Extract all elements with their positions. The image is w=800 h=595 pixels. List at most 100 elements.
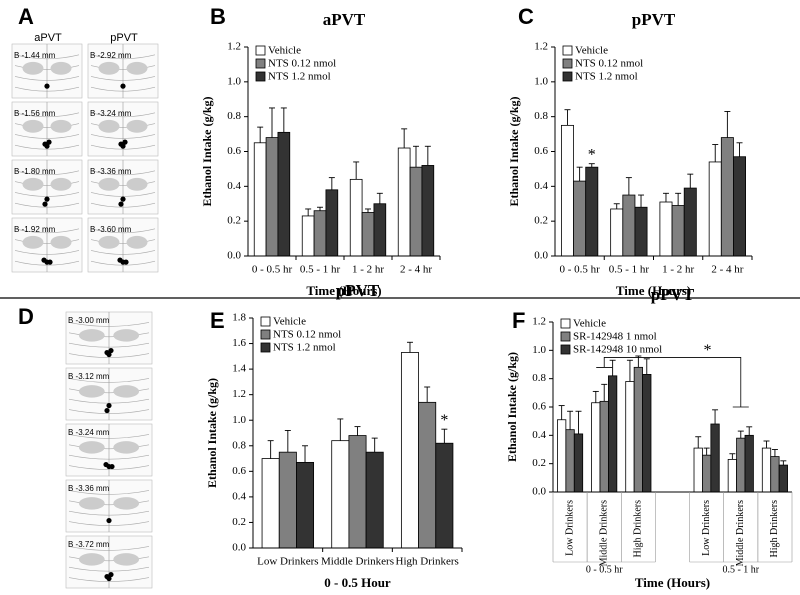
y-tick-label: 1.2 — [532, 316, 546, 328]
y-tick-label: 1.0 — [534, 75, 548, 87]
legend-label: NTS 1.2 nmol — [575, 71, 638, 83]
group-label: 0 - 0.5 hr — [586, 564, 623, 575]
chart-title: pPVT — [651, 285, 695, 304]
bar — [622, 194, 636, 257]
y-tick-label: 1.0 — [532, 344, 546, 356]
atlas-level: B -3.72 mm — [68, 540, 110, 549]
bar — [599, 400, 609, 493]
x-tick-label: Middle Drinkers — [321, 556, 394, 568]
y-tick-label: 0.6 — [534, 145, 548, 157]
atlas-level: B -3.24 mm — [68, 428, 110, 437]
bar — [591, 402, 601, 493]
y-tick-label: 0.4 — [227, 180, 241, 192]
panel-letter: E — [210, 308, 225, 333]
section-region — [98, 119, 120, 133]
site-dot — [109, 463, 115, 470]
legend-swatch — [255, 58, 266, 69]
section-region — [22, 61, 44, 75]
legend-label: Vehicle — [575, 45, 608, 57]
site-dot — [120, 143, 126, 149]
x-tick-label: Low Drinkers — [564, 500, 575, 556]
bar — [683, 187, 697, 257]
x-tick-label: Low Drinkers — [257, 556, 318, 568]
bar — [565, 429, 575, 493]
bar — [778, 464, 788, 493]
bar — [727, 459, 737, 493]
y-tick-label: 0.8 — [232, 439, 246, 451]
section-region — [22, 177, 44, 191]
bar — [261, 458, 280, 549]
bar — [253, 142, 267, 257]
atlas-level: B -3.60 mm — [90, 225, 132, 234]
bar — [770, 456, 780, 493]
atlas-column: pPVT — [110, 32, 138, 44]
bar — [409, 166, 423, 257]
site-dot — [122, 139, 128, 145]
chart-title: pPVT — [336, 281, 380, 300]
bar — [761, 447, 772, 493]
bar — [736, 437, 746, 493]
y-axis-label: Ethanol Intake (g/kg) — [505, 352, 519, 462]
bar — [557, 419, 567, 493]
site-dot — [108, 571, 114, 578]
y-tick-label: 0.8 — [534, 110, 548, 122]
annotation: * — [588, 146, 596, 163]
site-dot — [118, 201, 124, 207]
section-region — [113, 385, 140, 398]
group-label: 0.5 - 1 hr — [722, 564, 759, 575]
section-region — [113, 329, 140, 342]
bar — [301, 215, 315, 257]
y-tick-label: 0.2 — [532, 457, 546, 469]
legend-swatch — [562, 45, 573, 56]
legend-swatch — [560, 318, 571, 329]
legend-swatch — [562, 71, 573, 82]
atlas-level: B -2.92 mm — [90, 51, 132, 60]
x-tick-label: 1 - 2 hr — [662, 264, 694, 276]
section-region — [78, 497, 105, 510]
atlas-level: B -3.36 mm — [90, 167, 132, 176]
legend-swatch — [260, 329, 271, 340]
y-tick-label: 1.8 — [232, 312, 246, 324]
y-tick-label: 0.2 — [534, 215, 548, 227]
bar — [435, 442, 454, 549]
section-region — [50, 61, 72, 75]
bar — [325, 189, 339, 257]
chart-title: aPVT — [323, 10, 366, 29]
section-region — [50, 119, 72, 133]
y-axis-label: Ethanol Intake (g/kg) — [200, 96, 214, 206]
section-region — [113, 497, 140, 510]
legend-swatch — [260, 342, 271, 353]
site-dot — [47, 259, 53, 265]
panel-letter: C — [518, 4, 534, 29]
section-region — [78, 385, 105, 398]
section-region — [22, 119, 44, 133]
bar — [744, 434, 754, 493]
atlas-level: B -1.44 mm — [14, 51, 56, 60]
site-dot — [44, 83, 50, 89]
bar — [349, 178, 363, 257]
chart-title: pPVT — [632, 10, 676, 29]
y-tick-label: 1.2 — [232, 388, 246, 400]
atlas-level: B -1.92 mm — [14, 225, 56, 234]
bar — [733, 156, 746, 257]
section-region — [98, 61, 120, 75]
section-region — [126, 61, 148, 75]
y-tick-label: 0.2 — [232, 516, 246, 528]
bar — [373, 203, 387, 257]
section-region — [78, 329, 105, 342]
bar — [365, 451, 384, 549]
x-tick-label: Middle Drinkers — [599, 500, 610, 566]
legend-swatch — [260, 316, 271, 327]
site-dot — [44, 196, 50, 202]
atlas-level: B -3.36 mm — [68, 484, 110, 493]
legend-swatch — [255, 71, 266, 82]
bar — [610, 208, 624, 257]
y-tick-label: 0.8 — [227, 110, 241, 122]
legend-label: NTS 0.12 nmol — [273, 329, 341, 341]
y-tick-label: 0.4 — [232, 490, 246, 502]
atlas-level: B -3.00 mm — [68, 316, 110, 325]
x-axis-label: Time (Hours) — [635, 575, 710, 590]
annotation: * — [440, 412, 448, 429]
section-region — [113, 441, 140, 454]
y-tick-label: 0.0 — [534, 250, 548, 262]
